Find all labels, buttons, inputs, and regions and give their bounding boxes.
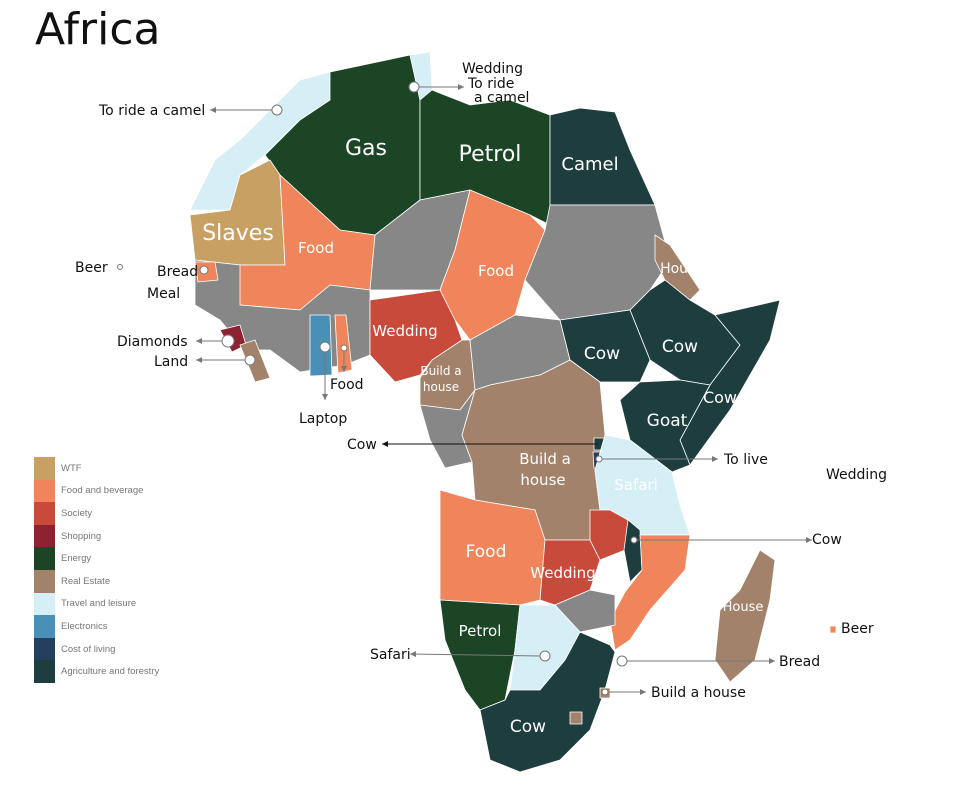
callout-marker [539,650,551,662]
legend-label: Cost of living [61,643,116,655]
country-madagascar[interactable] [714,549,776,683]
legend-item: Energy [34,547,159,570]
callout-label: Cow [812,532,842,548]
legend-swatch [34,592,55,616]
callout-label: Cow [347,437,377,453]
callout-marker [630,536,638,544]
legend-item: Electronics [34,615,159,638]
legend-item: Shopping [34,524,159,548]
legend-label: Shopping [61,530,102,542]
callout-marker [221,334,235,348]
legend-item: Society [34,502,159,525]
callout-label: Beer [841,621,874,637]
region-label: Food [298,239,334,257]
legend-item: Agriculture and forestry [34,660,159,683]
legend-label: Energy [61,553,92,565]
region-label: Wedding [372,322,437,340]
region-label: house [423,380,459,394]
region-label: house [520,471,565,489]
legend-label: Food and beverage [61,485,144,497]
region-label: Cow [662,337,698,357]
callout-label: To live [723,452,768,468]
callout-label: Land [154,354,188,370]
legend-label: Society [61,507,93,519]
legend-swatch [34,479,55,503]
country-mauritius[interactable] [829,625,837,634]
country-malawi[interactable] [623,519,643,583]
legend-label: Electronics [61,620,108,632]
legend-label: Agriculture and forestry [61,666,160,678]
region-label: Food [478,262,514,280]
region-label: Gas [345,136,387,161]
callout-label: Diamonds [117,334,188,350]
region-label: Build a [420,364,461,378]
callout-marker [271,104,283,116]
legend-swatch [34,637,55,661]
callout-marker [117,264,123,270]
callout-label: Build a house [651,685,746,701]
region-label: Cow [584,344,620,364]
legend-item: WTF [34,457,159,480]
region-label: Camel [561,154,618,175]
callout-marker [244,354,256,366]
region-label: Petrol [459,142,522,167]
callout-label: Bread [779,654,820,670]
callout-marker [408,81,420,93]
legend-swatch [34,660,55,683]
legend-label: Real Estate [61,575,111,587]
callout-label: Laptop [299,411,347,427]
legend-swatch [34,615,55,638]
region-label: Build a [519,450,571,468]
callout-label: Meal [147,286,180,302]
legend: WTF Food and beverage Society Shopping Energ… [34,457,159,683]
callout-label: Wedding [462,61,523,77]
callout-label: To ride a camel [98,103,205,119]
callout-marker [340,344,348,352]
callout-label: Safari [370,647,411,663]
country-togo-benin[interactable] [334,314,353,374]
legend-item: Travel and leisure [34,592,159,616]
region-label: Food [466,542,507,562]
legend-item: Cost of living [34,637,159,661]
region-label: Petrol [459,622,502,640]
legend-label: WTF [61,462,82,474]
legend-label: Travel and leisure [61,598,137,610]
legend-swatch [34,524,55,548]
legend-item: Real Estate [34,569,159,593]
legend-swatch [34,457,55,480]
callout-marker [199,265,209,275]
region-label: Slaves [202,221,274,246]
legend-swatch [34,502,55,525]
region-label: Safari [614,476,658,494]
region-label: House [723,600,764,615]
callout-marker [319,341,331,353]
country-lesotho[interactable] [569,711,583,725]
callout-marker [616,655,628,667]
region-label: Wedding [530,564,595,582]
region-label: Goat [647,411,688,431]
legend-swatch [34,569,55,593]
country-mozambique[interactable] [609,534,691,651]
callout-marker [595,455,603,463]
country-kenya[interactable] [619,379,711,473]
country-south-africa[interactable] [479,631,616,773]
region-label: Cow [510,717,546,737]
region-label: House [660,261,704,277]
region-label: Cow [703,388,737,407]
legend-item: Food and beverage [34,479,159,503]
map-title: Africa [35,4,161,55]
callout-label: Food [330,377,364,393]
callout-label: Bread [157,264,198,280]
callout-label: a camel [474,90,529,106]
callout-arrow [409,651,541,658]
callout-label: Wedding [826,467,887,483]
callout-label: To ride [467,76,514,92]
callout-label: Beer [75,260,108,276]
callout-marker [601,688,609,696]
legend-swatch [34,547,55,570]
